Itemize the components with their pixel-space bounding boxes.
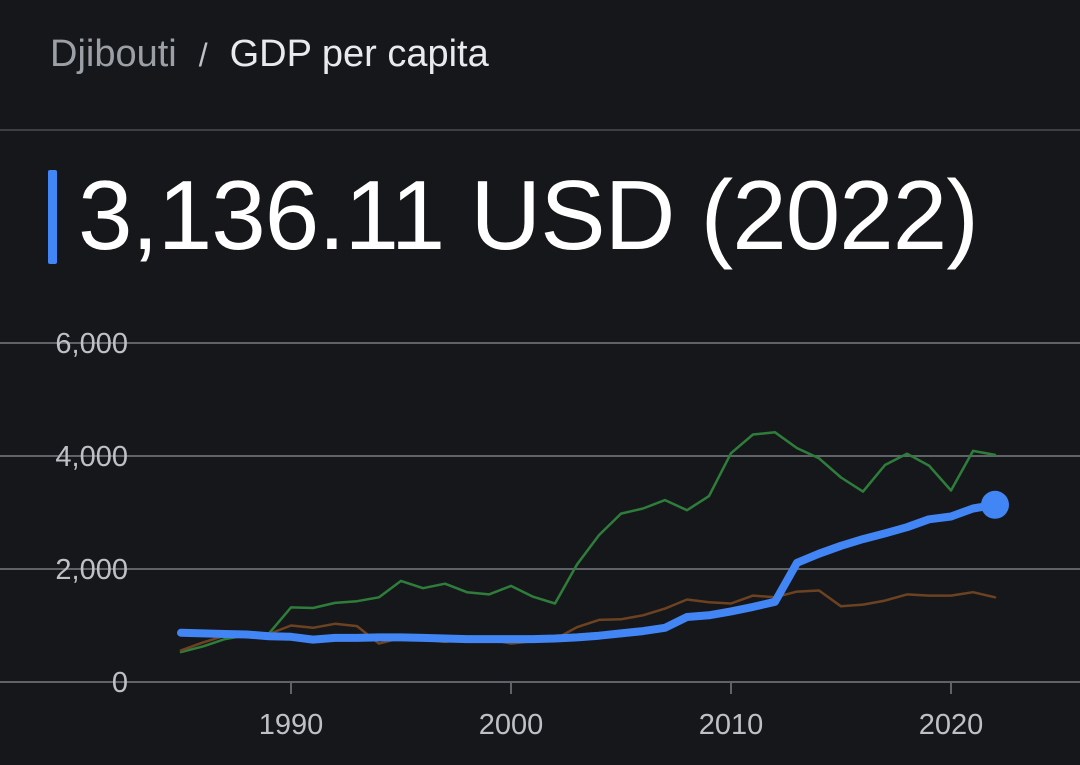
y-tick-label: 0 <box>112 667 128 699</box>
series-line-comparison-brown[interactable] <box>179 589 997 652</box>
chart-markers <box>981 490 1009 519</box>
series-line-djibouti[interactable] <box>177 500 999 644</box>
headline-accent-bar <box>48 170 57 264</box>
chart-series <box>177 431 999 654</box>
chart-gridlines <box>0 342 1080 694</box>
breadcrumb-country[interactable]: Djibouti <box>50 33 177 75</box>
breadcrumb-separator: / <box>198 37 208 73</box>
header-divider <box>0 129 1080 131</box>
headline-value: 3,136.11 USD (2022) <box>78 160 979 270</box>
x-tick-label: 2010 <box>699 709 764 741</box>
gdp-line-chart[interactable]: 0 2,000 4,000 6,000 1990 2000 2010 2020 <box>0 300 1080 765</box>
chart-tick-labels: 0 2,000 4,000 6,000 1990 2000 2010 2020 <box>55 328 983 741</box>
x-tick-label: 2020 <box>919 709 984 741</box>
x-tick-label: 1990 <box>259 709 324 741</box>
breadcrumb: Djibouti / GDP per capita <box>50 30 489 79</box>
series-line-comparison-green[interactable] <box>179 431 997 654</box>
y-tick-label: 4,000 <box>55 441 128 473</box>
y-tick-label: 6,000 <box>55 328 128 360</box>
x-tick-label: 2000 <box>479 709 544 741</box>
latest-value-point[interactable] <box>981 490 1009 519</box>
y-tick-label: 2,000 <box>55 554 128 586</box>
breadcrumb-indicator: GDP per capita <box>229 33 489 75</box>
